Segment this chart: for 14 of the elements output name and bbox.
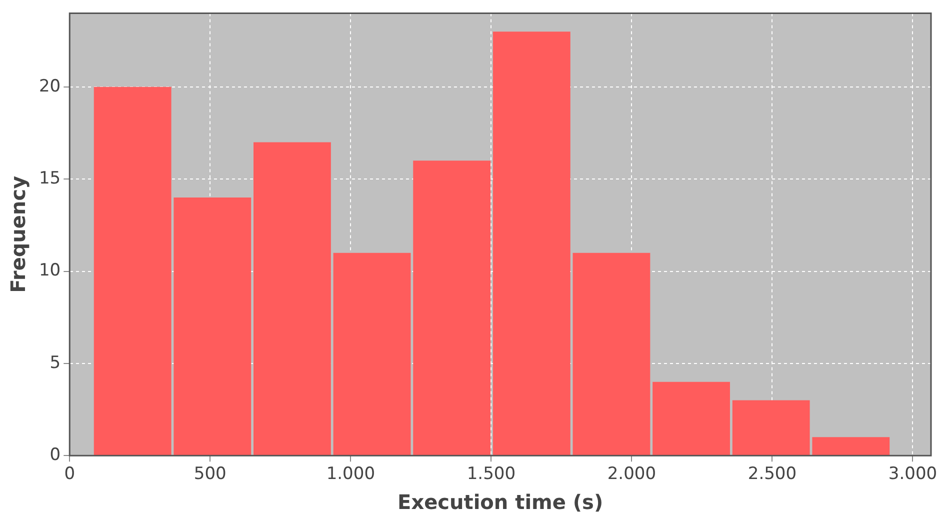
x-tick-label: 500 xyxy=(194,464,226,484)
x-tick-label: 2.500 xyxy=(748,464,797,484)
x-tick-label: 1.500 xyxy=(466,464,516,484)
x-tick-label: 3.000 xyxy=(888,464,938,484)
x-tick-label: 0 xyxy=(64,464,76,484)
y-tick-label: 0 xyxy=(50,445,61,466)
y-tick-label: 5 xyxy=(50,352,61,373)
x-tick-label: 1.000 xyxy=(326,464,375,484)
y-tick-label: 15 xyxy=(38,168,61,189)
y-tick-label: 20 xyxy=(38,76,61,96)
x-axis-title: Execution time (s) xyxy=(398,490,604,514)
y-axis-title: Frequency xyxy=(6,176,30,293)
y-tick-label: 10 xyxy=(38,260,61,281)
x-tick-label: 2.000 xyxy=(607,464,656,484)
